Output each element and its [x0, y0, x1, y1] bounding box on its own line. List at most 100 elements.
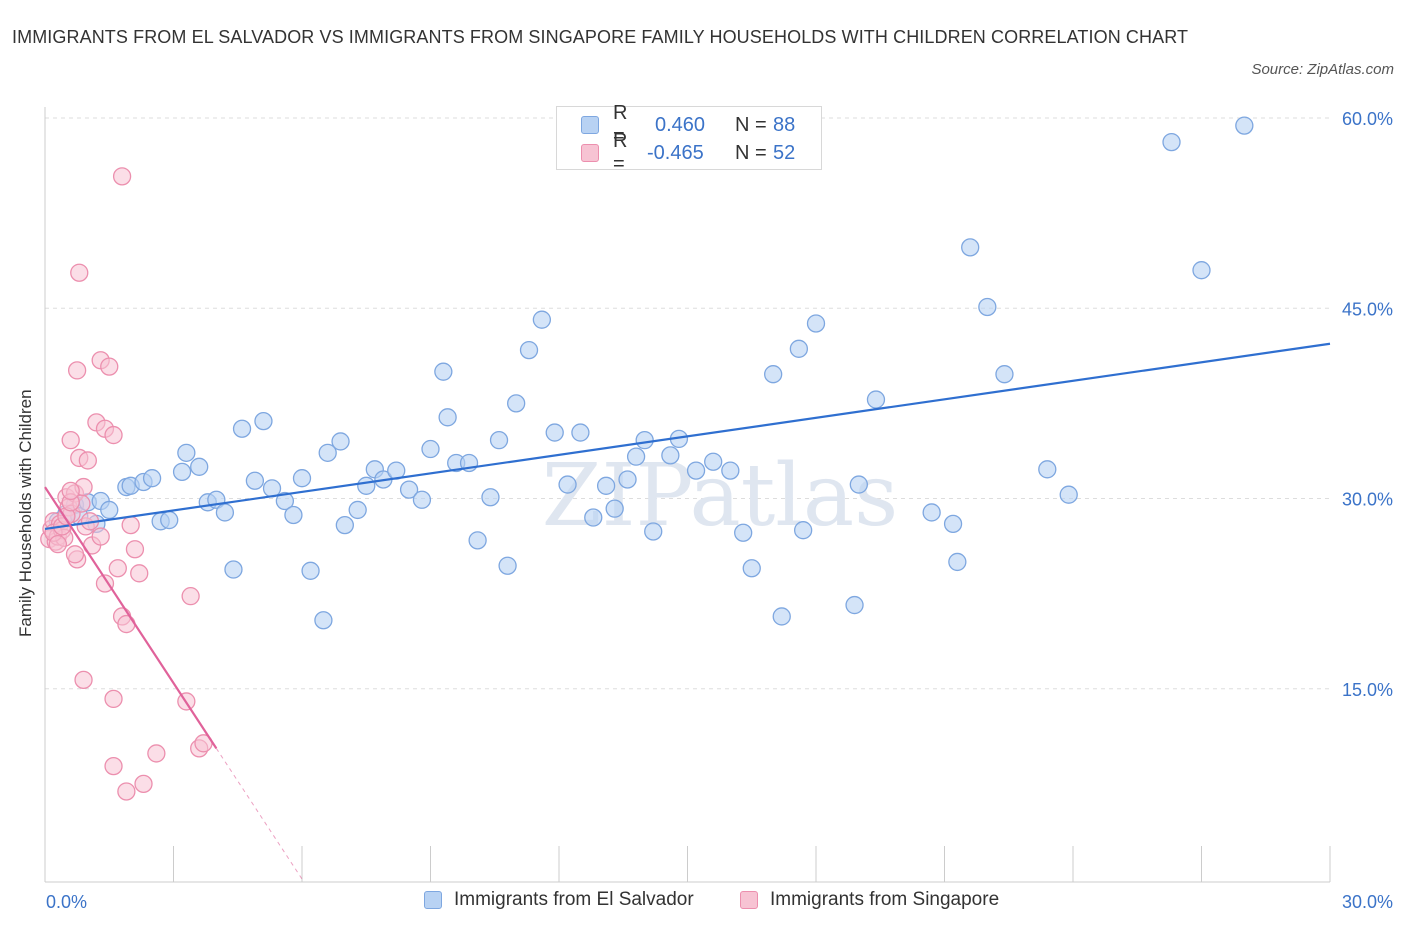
point-el-salvador — [635, 431, 654, 450]
point-el-salvador — [177, 443, 196, 462]
point-el-salvador — [190, 457, 209, 476]
legend-row-singapore: R = -0.465 N = 52 — [581, 130, 796, 175]
point-el-salvador — [1235, 116, 1254, 135]
point-el-salvador — [481, 488, 500, 507]
legend-n-label: N = — [735, 113, 767, 136]
point-el-salvador — [399, 480, 419, 499]
point-singapore — [61, 481, 80, 501]
point-singapore — [78, 451, 97, 470]
x-tick-label: 30.0% — [1342, 892, 1393, 912]
legend-r-label: R = — [613, 102, 628, 147]
point-el-salvador — [789, 339, 809, 358]
correlation-legend: R = 0.460 N = 88 R = -0.465 N = 52 — [556, 102, 822, 175]
legend-r-value-blue: 0.460 — [655, 113, 706, 136]
point-el-salvador — [686, 461, 706, 480]
point-el-salvador — [468, 531, 487, 550]
series-singapore-points — [40, 167, 213, 801]
point-el-salvador — [1162, 132, 1181, 152]
y-tick-label: 15.0% — [1342, 680, 1393, 700]
point-el-salvador — [489, 431, 509, 450]
point-el-salvador — [284, 505, 303, 525]
legend-swatch-pink — [740, 891, 758, 909]
point-el-salvador — [978, 297, 997, 317]
point-singapore — [67, 361, 87, 380]
point-singapore — [134, 774, 153, 794]
y-tick-label: 30.0% — [1342, 490, 1393, 510]
trend-line-singapore — [44, 486, 218, 749]
point-el-salvador — [961, 238, 980, 257]
point-el-salvador — [661, 446, 680, 465]
point-el-salvador — [948, 552, 967, 572]
point-el-salvador — [314, 611, 333, 630]
point-singapore — [125, 540, 145, 559]
point-el-salvador — [922, 503, 941, 522]
point-el-salvador — [721, 461, 740, 480]
point-el-salvador — [224, 560, 243, 579]
point-el-salvador — [596, 476, 616, 495]
trend-line-singapore-extrapolated — [215, 748, 303, 880]
point-el-salvador — [100, 500, 119, 520]
point-el-salvador — [704, 452, 723, 471]
point-el-salvador — [498, 556, 517, 575]
y-axis-label: Family Households with Children — [16, 389, 35, 637]
legend-item-el-salvador[interactable]: Immigrants from El Salvador — [424, 889, 694, 911]
point-singapore — [95, 574, 115, 593]
point-singapore — [181, 587, 200, 606]
legend-n-value-pink: 52 — [773, 141, 796, 164]
point-singapore — [147, 744, 166, 763]
point-el-salvador — [1192, 261, 1211, 280]
point-el-salvador — [734, 523, 753, 542]
point-el-salvador — [438, 408, 457, 427]
point-el-salvador — [532, 310, 552, 329]
point-singapore — [104, 756, 123, 776]
y-tick-label: 45.0% — [1342, 299, 1393, 319]
legend-item-singapore[interactable]: Immigrants from Singapore — [740, 889, 999, 911]
source-label: Source: ZipAtlas.com — [1251, 61, 1394, 78]
legend-swatch-blue — [424, 891, 442, 909]
point-el-salvador — [172, 462, 192, 482]
point-el-salvador — [866, 390, 886, 409]
point-singapore — [104, 425, 123, 445]
point-el-salvador — [434, 362, 453, 381]
point-el-salvador — [348, 500, 367, 520]
point-singapore — [112, 167, 132, 186]
point-el-salvador — [357, 476, 376, 495]
point-el-salvador — [618, 470, 637, 489]
y-tick-label: 60.0% — [1342, 109, 1393, 129]
point-el-salvador — [995, 365, 1014, 384]
point-el-salvador — [626, 447, 646, 466]
x-tick-label: 0.0% — [46, 892, 87, 912]
point-el-salvador — [245, 471, 265, 490]
legend-label-el-salvador: Immigrants from El Salvador — [454, 889, 694, 910]
legend-r-value-pink: -0.465 — [647, 141, 704, 164]
legend-swatch-pink — [581, 144, 599, 162]
point-singapore — [117, 782, 136, 801]
point-el-salvador — [160, 510, 179, 530]
point-el-salvador — [806, 314, 826, 333]
point-el-salvador — [142, 469, 162, 488]
legend-r-label: R = — [613, 130, 628, 175]
legend-label-singapore: Immigrants from Singapore — [770, 889, 1000, 910]
point-el-salvador — [644, 522, 663, 541]
point-el-salvador — [584, 508, 603, 527]
point-el-salvador — [849, 475, 868, 494]
point-el-salvador — [507, 394, 526, 413]
axes — [44, 107, 1331, 883]
tick-labels: 15.0% 30.0% 45.0% 60.0% 0.0% 30.0% — [46, 109, 1393, 912]
gridlines — [45, 117, 1330, 690]
series-el-salvador-points — [48, 116, 1254, 630]
point-el-salvador — [412, 490, 432, 509]
point-el-salvador — [558, 475, 577, 494]
point-el-salvador — [605, 499, 624, 518]
point-el-salvador — [335, 515, 354, 535]
point-el-salvador — [943, 514, 963, 534]
point-el-salvador — [519, 340, 539, 360]
point-singapore — [130, 564, 149, 583]
legend-n-label: N = — [735, 141, 767, 164]
point-el-salvador — [794, 521, 813, 540]
legend-swatch-blue — [581, 116, 599, 134]
point-el-salvador — [215, 503, 235, 522]
point-el-salvador — [545, 423, 564, 442]
point-el-salvador — [764, 365, 783, 384]
